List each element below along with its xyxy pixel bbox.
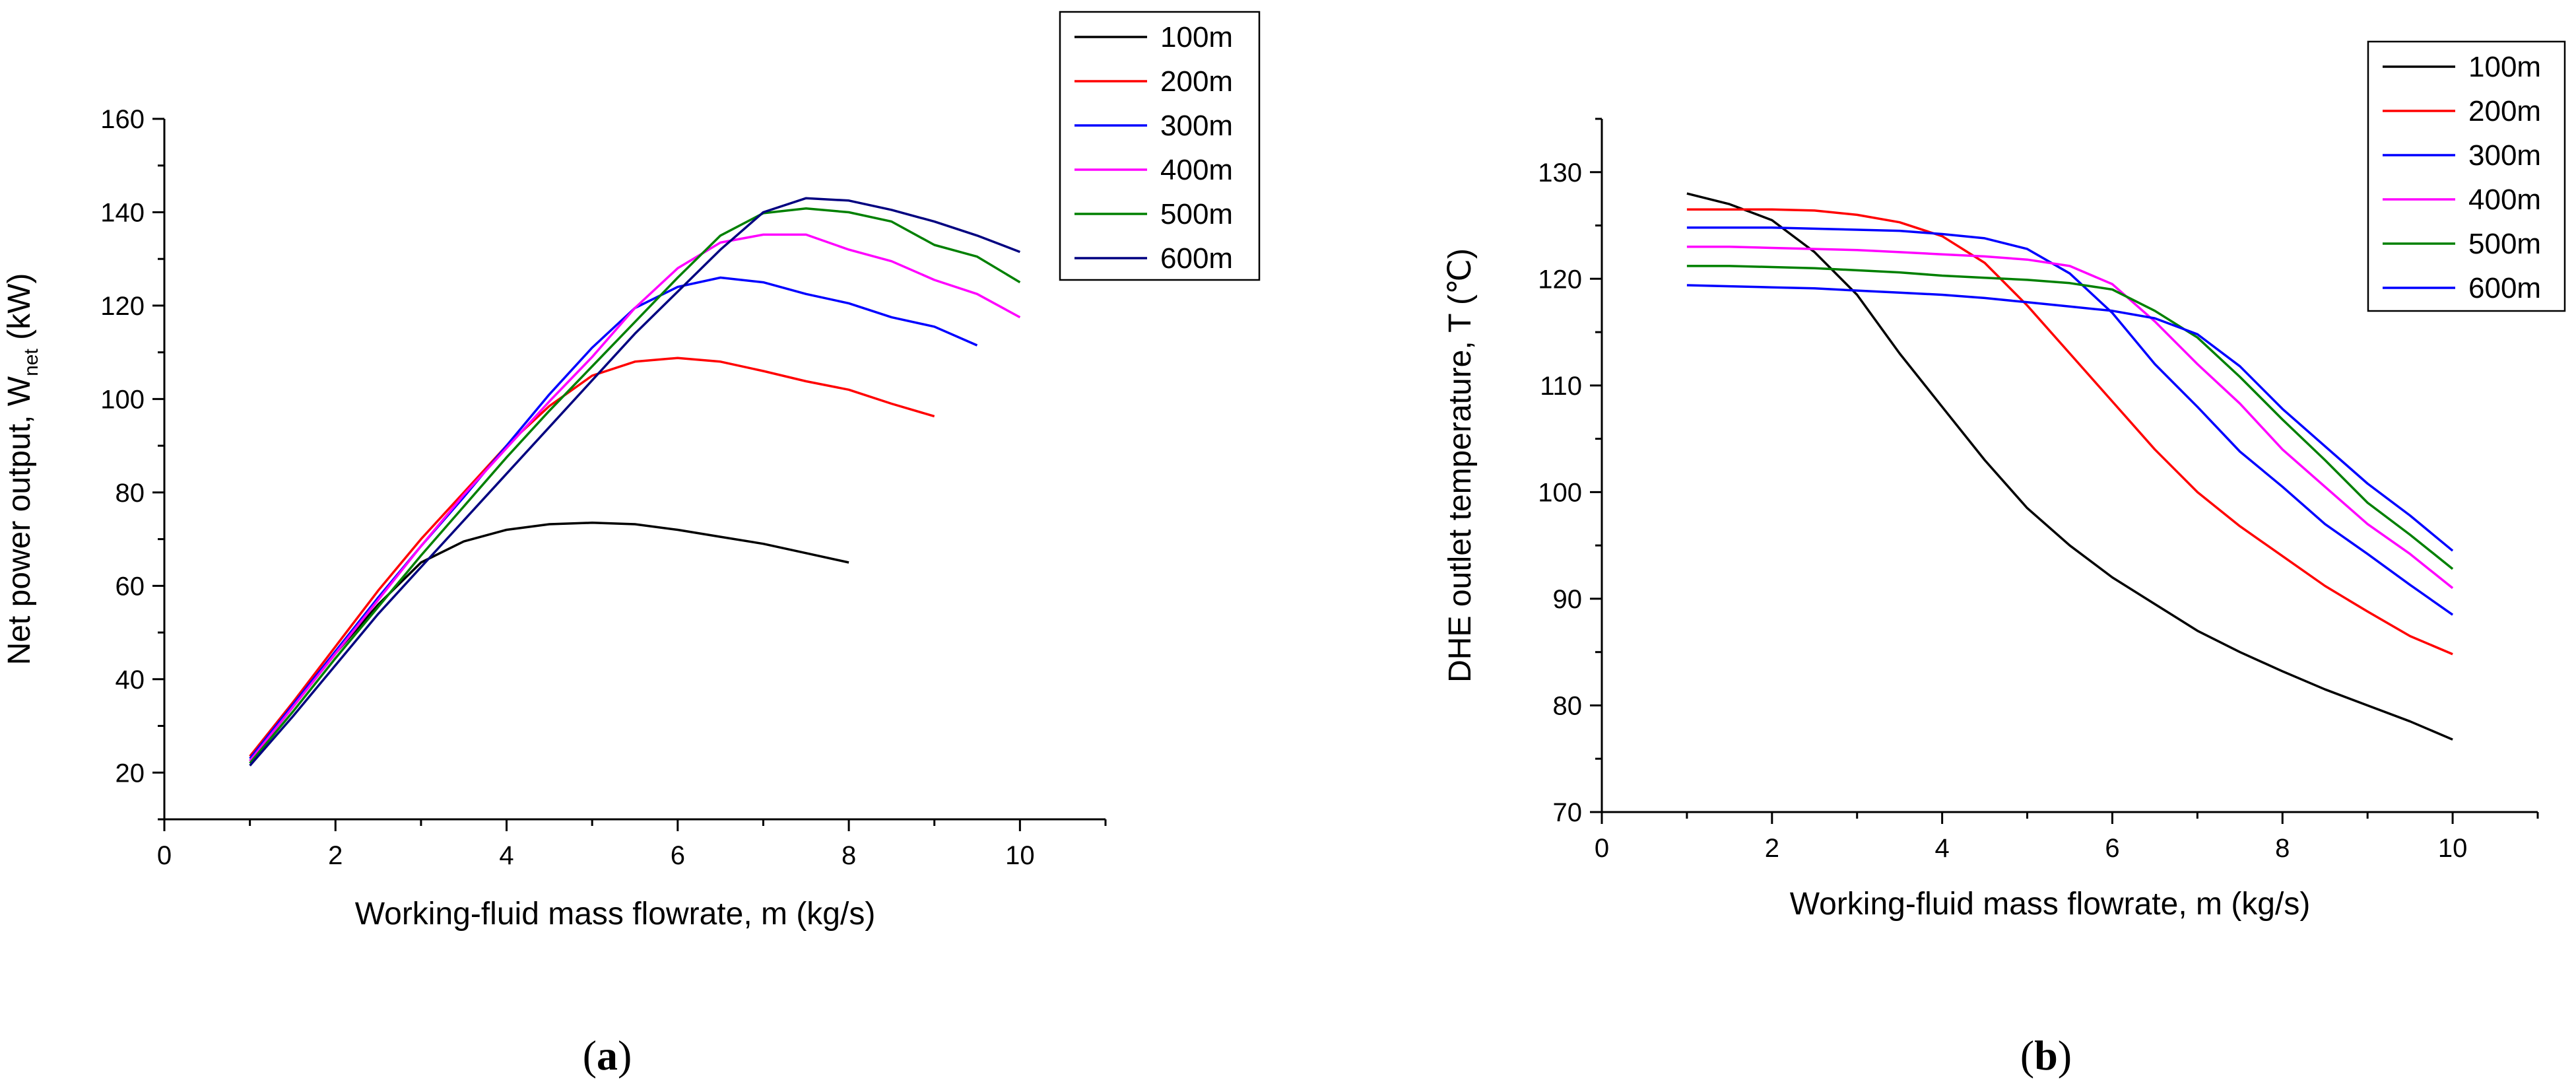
- y-tick-label: 160: [100, 105, 145, 134]
- series-line-400m: [249, 233, 1021, 762]
- panel-label-close: ): [618, 1032, 632, 1079]
- legend-label-300m: 300m: [1160, 110, 1233, 142]
- y-tick-label: 100: [1538, 478, 1582, 507]
- y-axis-label: DHE outlet temperature, T (℃): [1443, 248, 1478, 683]
- x-tick-label: 6: [2105, 834, 2119, 863]
- y-tick-label: 110: [1540, 372, 1582, 401]
- legend-label-300m: 300m: [2468, 139, 2541, 172]
- x-tick-label: 8: [842, 841, 856, 870]
- legend-label-500m: 500m: [2468, 228, 2541, 260]
- x-tick-label: 2: [1765, 834, 1779, 863]
- series-line-600m: [1686, 284, 2454, 552]
- legend-label-600m: 600m: [1160, 242, 1233, 275]
- y-tick-label: 140: [100, 198, 145, 227]
- panel-label-open: (: [2020, 1032, 2034, 1079]
- x-tick-label: 10: [2438, 834, 2468, 863]
- panel-label: (b): [2020, 1032, 2072, 1079]
- y-tick-label: 20: [116, 759, 145, 788]
- x-axis-label: Working-fluid mass flowrate, m (kg/s): [355, 897, 876, 932]
- y-tick-label: 70: [1553, 798, 1583, 827]
- x-tick-label: 6: [671, 841, 685, 870]
- series-line-500m: [1686, 265, 2454, 570]
- panel-label-open: (: [583, 1032, 597, 1079]
- y-axis-label-unit: (kW): [2, 273, 37, 349]
- series-line-400m: [1686, 246, 2454, 590]
- y-tick-label: 40: [116, 665, 145, 695]
- x-tick-label: 0: [157, 841, 172, 870]
- legend-label-400m: 400m: [1160, 154, 1233, 186]
- legend-box: [1059, 11, 1261, 281]
- legend-label-100m: 100m: [1160, 21, 1233, 53]
- legend-label-200m: 200m: [2468, 95, 2541, 127]
- legend-label-400m: 400m: [2468, 184, 2541, 216]
- chart-panel-b: 0 2 4 6 8 10 70 80 90 100 110 120 130 100m 200m 300m 400…: [1443, 40, 2566, 1079]
- legend-label-200m: 200m: [1160, 65, 1233, 98]
- y-tick-label: 80: [1553, 691, 1583, 720]
- y-tick-label: 120: [1538, 265, 1582, 294]
- x-tick-label: 0: [1595, 834, 1609, 863]
- legend-label-500m: 500m: [1160, 198, 1233, 230]
- series-line-500m: [249, 207, 1021, 765]
- panel-label-close: ): [2058, 1032, 2072, 1079]
- chart-panel-a: 0 2 4 6 8 10 20 40 60 80 100 120 140 160 100m 200m 300m 4…: [2, 11, 1261, 1079]
- x-tick-label: 8: [2275, 834, 2290, 863]
- y-tick-label: 130: [1538, 158, 1582, 187]
- y-axis-label: Net power output, Wnet (kW): [2, 273, 42, 665]
- panel-label-letter: b: [2034, 1032, 2058, 1079]
- legend: 100m 200m 300m 400m 500m 600m: [1059, 11, 1261, 281]
- x-axis-label: Working-fluid mass flowrate, m (kg/s): [1790, 887, 2311, 922]
- series-line-600m: [249, 197, 1021, 766]
- series-line-300m: [1686, 226, 2454, 616]
- x-tick-label: 10: [1005, 841, 1035, 870]
- y-axis-label-subscript: net: [20, 349, 42, 376]
- y-tick-label: 100: [100, 385, 145, 414]
- x-tick-label: 2: [328, 841, 343, 870]
- panel-label-letter: a: [597, 1032, 618, 1079]
- legend: 100m 200m 300m 400m 500m 600m: [2367, 40, 2566, 312]
- series-line-300m: [249, 276, 978, 760]
- y-tick-label: 60: [116, 572, 145, 601]
- panel-label: (a): [583, 1032, 632, 1079]
- legend-label-100m: 100m: [2468, 51, 2541, 83]
- y-tick-label: 120: [100, 292, 145, 321]
- legend-box: [2367, 40, 2566, 312]
- y-tick-label: 80: [116, 479, 145, 508]
- y-axis-label-main: Net power output, W: [2, 376, 37, 665]
- series-line-200m: [1686, 208, 2453, 656]
- legend-label-600m: 600m: [2468, 272, 2541, 304]
- x-tick-label: 4: [1935, 834, 1950, 863]
- series-line-100m: [1686, 192, 2453, 741]
- y-tick-label: 90: [1553, 585, 1583, 614]
- series-line-200m: [249, 357, 935, 757]
- x-tick-label: 4: [499, 841, 513, 870]
